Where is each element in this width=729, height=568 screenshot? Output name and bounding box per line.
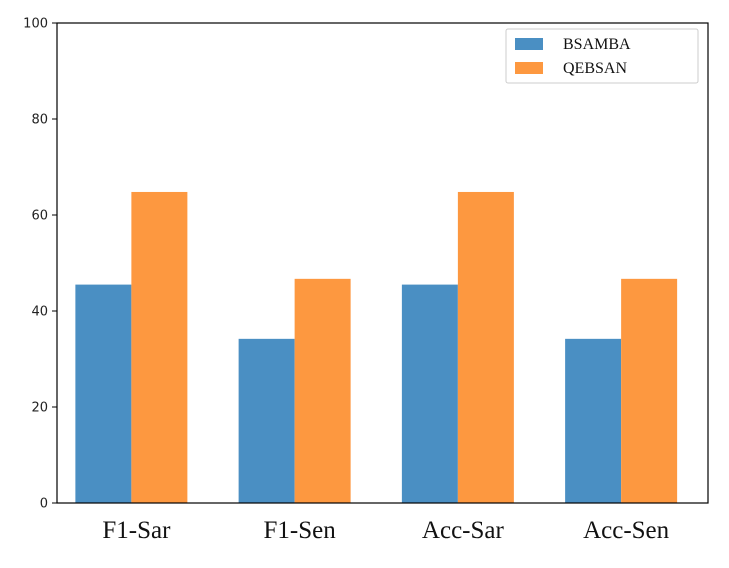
bar-qebsan-f1-sar (131, 191, 188, 503)
bar-qebsan-acc-sar (457, 191, 514, 503)
bar-bsamba-f1-sen (238, 338, 295, 503)
bar-bsamba-acc-sar (401, 284, 458, 503)
x-axis: F1-Sar F1-Sen Acc-Sar Acc-Sen (102, 517, 669, 544)
bar-bsamba-f1-sar (75, 284, 132, 503)
y-tick-label: 20 (31, 401, 48, 416)
bar-qebsan-acc-sen (621, 278, 678, 503)
legend-swatch-qebsan (515, 62, 543, 74)
y-axis: 0 20 40 60 80 100 (23, 17, 57, 512)
bars-layer (75, 191, 678, 503)
legend: BSAMBA QEBSAN (505, 28, 699, 84)
legend-swatch-bsamba (515, 38, 543, 50)
legend-label-bsamba: BSAMBA (563, 36, 631, 53)
legend-box (505, 28, 699, 84)
legend-label-qebsan: QEBSAN (563, 60, 627, 77)
y-tick-label: 80 (31, 113, 48, 128)
x-tick-label: Acc-Sar (422, 517, 505, 544)
x-tick-label: F1-Sar (102, 517, 171, 544)
x-tick-label: Acc-Sen (583, 517, 670, 544)
bar-bsamba-acc-sen (565, 338, 622, 503)
bar-qebsan-f1-sen (294, 278, 351, 503)
plot-frame (56, 22, 709, 504)
y-tick-label: 0 (40, 497, 48, 512)
y-tick-label: 60 (31, 209, 48, 224)
x-tick-label: F1-Sen (264, 517, 337, 544)
y-tick-label: 100 (23, 17, 48, 32)
y-tick-label: 40 (31, 305, 48, 320)
